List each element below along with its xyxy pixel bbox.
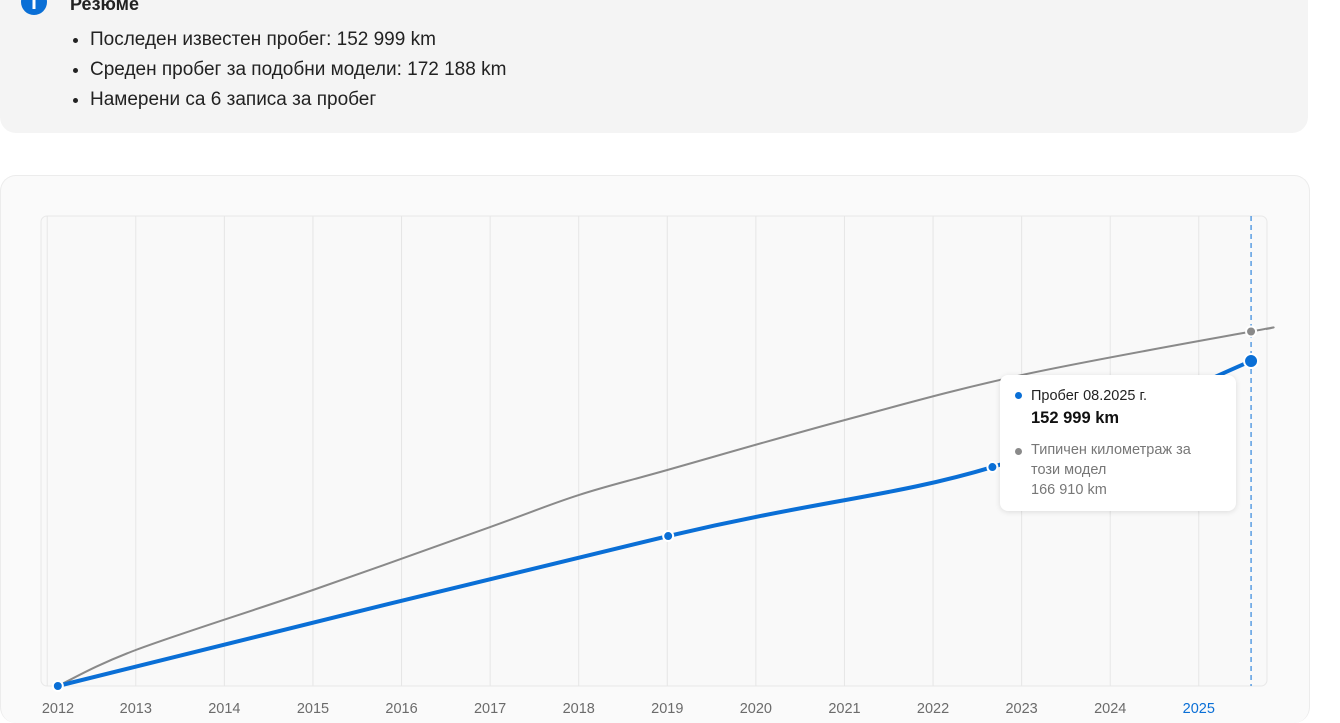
x-tick-label: 2025 <box>1183 701 1215 717</box>
data-point <box>1245 325 1258 338</box>
x-tick-label: 2015 <box>297 701 329 717</box>
x-tick-label: 2016 <box>385 701 417 717</box>
x-tick-label: 2014 <box>208 701 240 717</box>
series-line <box>57 326 1275 687</box>
plot-area <box>40 215 1268 687</box>
x-tick-label: 2017 <box>474 701 506 717</box>
x-tick-label: 2022 <box>917 701 949 717</box>
tooltip-value: 152 999 km <box>1031 409 1120 427</box>
x-tick-label: 2013 <box>120 701 152 717</box>
x-tick-label: 2020 <box>740 701 772 717</box>
summary-item: Намерени са 6 записа за пробег <box>90 86 506 116</box>
info-icon <box>21 0 47 15</box>
tooltip: Пробег 08.2025 г. 152 999 km Типичен кил… <box>1000 375 1236 511</box>
tooltip-typical-value: 166 910 km <box>1031 482 1107 498</box>
summary-item: Последен известен пробег: 152 999 km <box>90 26 506 56</box>
tooltip-title: Пробег 08.2025 г. <box>1031 388 1148 404</box>
x-tick-label: 2021 <box>828 701 860 717</box>
tooltip-dot <box>1015 448 1022 455</box>
x-tick-label: 2024 <box>1094 701 1126 717</box>
summary-list: Последен известен пробег: 152 999 km Сре… <box>50 26 506 116</box>
x-tick-label: 2023 <box>1005 701 1037 717</box>
data-point <box>662 530 675 543</box>
summary-title: Резюме <box>70 0 139 14</box>
data-point <box>986 461 999 474</box>
summary-card: Резюме Последен известен пробег: 152 999… <box>0 0 1308 133</box>
data-point <box>51 680 64 692</box>
tooltip-typical-label: Типичен километраж за този модел <box>1031 442 1191 478</box>
x-tick-label: 2012 <box>42 701 74 717</box>
x-tick-label: 2018 <box>563 701 595 717</box>
data-point <box>1243 353 1260 370</box>
x-tick-label: 2019 <box>651 701 683 717</box>
tooltip-dot <box>1015 392 1022 399</box>
summary-item: Среден пробег за подобни модели: 172 188… <box>90 56 506 86</box>
